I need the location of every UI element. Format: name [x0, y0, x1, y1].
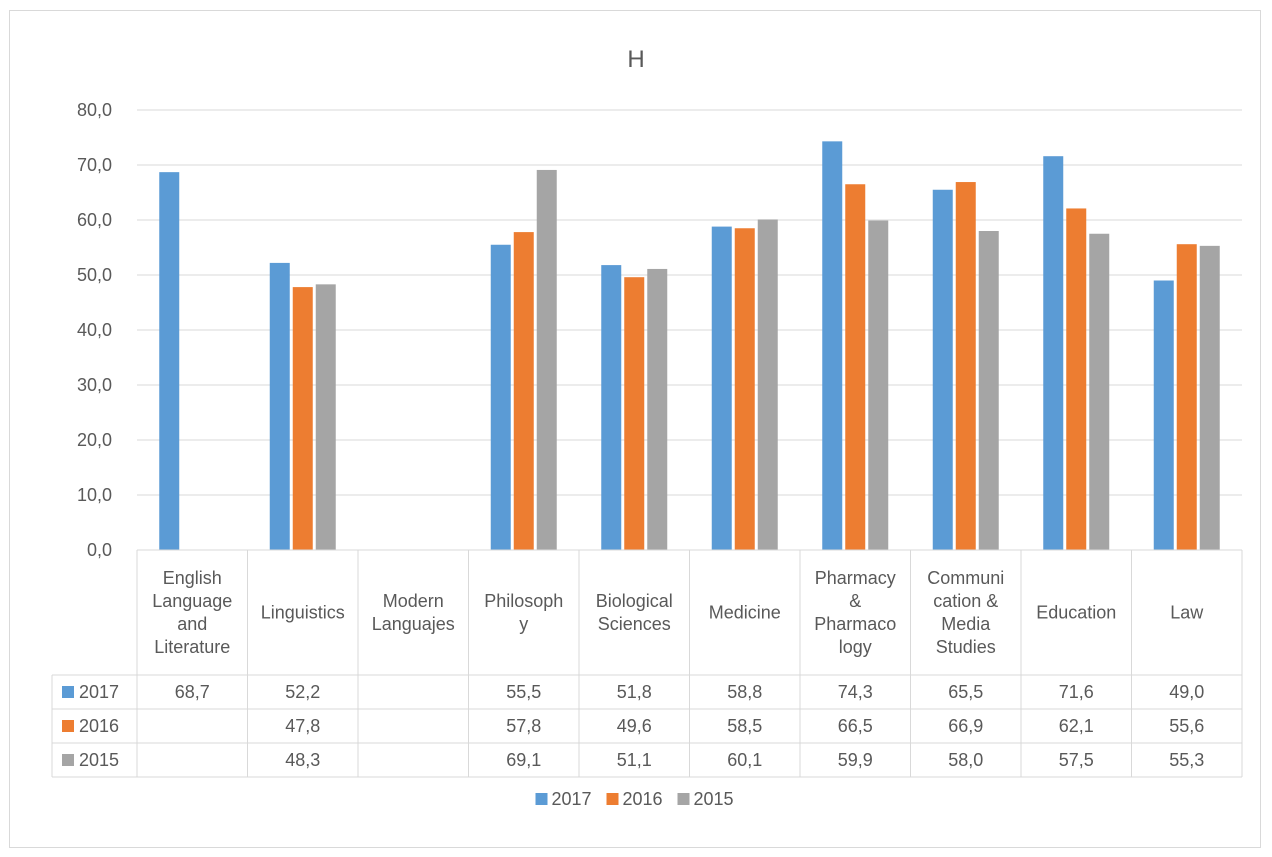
- bar-2017: [601, 265, 622, 550]
- chart-title: H: [627, 46, 644, 73]
- category-label: Biological Sciences: [596, 591, 673, 634]
- data-label: 48,3: [285, 750, 320, 770]
- bar-2017: [1043, 156, 1064, 550]
- data-label: 74,3: [838, 682, 873, 702]
- bars: [159, 141, 1220, 551]
- data-label: 55,6: [1169, 716, 1204, 736]
- bar-2017: [269, 262, 290, 550]
- y-axis: 0,0 10,0 20,0 30,0 40,0 50,0 60,0 70,0 80,0: [77, 100, 112, 560]
- category-label: Communi cation & Media Studies: [927, 568, 1004, 657]
- data-label: 55,5: [506, 682, 541, 702]
- legend-key: [677, 793, 690, 805]
- data-label: 57,8: [506, 716, 541, 736]
- bar-2016: [292, 287, 313, 550]
- data-label: 49,6: [617, 716, 652, 736]
- y-tick-label: 50,0: [77, 265, 112, 285]
- table-legend-key: [62, 720, 74, 732]
- bar-2016: [1176, 244, 1197, 550]
- bar-2017: [932, 189, 953, 550]
- data-label: 47,8: [285, 716, 320, 736]
- bar-2016: [845, 184, 866, 550]
- data-label: 51,1: [617, 750, 652, 770]
- bar-2015: [647, 268, 668, 550]
- category-label: Modern Languajes: [372, 591, 455, 634]
- data-label: 51,8: [617, 682, 652, 702]
- bar-2015: [978, 231, 999, 550]
- legend-key: [535, 793, 548, 805]
- chart-frame: [9, 10, 1261, 848]
- data-label: 68,7: [175, 682, 210, 702]
- legend-label: 2016: [623, 789, 663, 809]
- data-label: 58,8: [727, 682, 762, 702]
- data-label: 49,0: [1169, 682, 1204, 702]
- bar-2016: [624, 277, 645, 550]
- table-legend-key: [62, 686, 74, 698]
- data-label: 58,0: [948, 750, 983, 770]
- category-label: Linguistics: [261, 603, 345, 623]
- bar-2017: [711, 226, 732, 550]
- category-label: Pharmacy & Pharmaco logy: [814, 568, 896, 657]
- y-tick-label: 0,0: [87, 540, 112, 560]
- legend-key: [606, 793, 619, 805]
- legend-label: 2015: [694, 789, 734, 809]
- data-label: 69,1: [506, 750, 541, 770]
- data-label: 58,5: [727, 716, 762, 736]
- data-label: 60,1: [727, 750, 762, 770]
- category-label: Medicine: [709, 603, 781, 623]
- bar-2015: [1089, 233, 1110, 550]
- bar-2015: [315, 284, 336, 550]
- bar-2015: [868, 220, 889, 551]
- data-label: 66,9: [948, 716, 983, 736]
- legend: 2017 2016 2015: [535, 789, 734, 809]
- bar-2016: [955, 182, 976, 551]
- bar-2016: [734, 228, 755, 550]
- data-label: 66,5: [838, 716, 873, 736]
- data-label: 62,1: [1059, 716, 1094, 736]
- category-label: Education: [1036, 603, 1116, 623]
- bar-2017: [159, 172, 180, 550]
- y-tick-label: 70,0: [77, 155, 112, 175]
- table-legend-key: [62, 754, 74, 766]
- y-tick-label: 10,0: [77, 485, 112, 505]
- bar-2017: [822, 141, 843, 550]
- category-label: Philosoph y: [484, 591, 563, 634]
- category-label: English Language and Literature: [152, 568, 232, 657]
- y-tick-label: 40,0: [77, 320, 112, 340]
- bar-2015: [757, 219, 778, 550]
- bar-2016: [1066, 208, 1087, 550]
- y-tick-label: 30,0: [77, 375, 112, 395]
- y-tick-label: 80,0: [77, 100, 112, 120]
- category-label: Law: [1170, 603, 1204, 623]
- data-label: 52,2: [285, 682, 320, 702]
- data-label: 57,5: [1059, 750, 1094, 770]
- bar-2017: [1153, 280, 1174, 550]
- bar-2015: [1199, 245, 1220, 550]
- bar-2017: [490, 244, 511, 550]
- table-series-label: 2016: [79, 716, 119, 736]
- data-table: English Language and Literature Linguistics M…: [51, 549, 1243, 778]
- table-series-label: 2015: [79, 750, 119, 770]
- data-label: 71,6: [1059, 682, 1094, 702]
- data-label: 55,3: [1169, 750, 1204, 770]
- legend-label: 2017: [552, 789, 592, 809]
- table-series-label: 2017: [79, 682, 119, 702]
- y-tick-label: 60,0: [77, 210, 112, 230]
- bar-2015: [536, 169, 557, 550]
- y-tick-label: 20,0: [77, 430, 112, 450]
- bar-2016: [513, 232, 534, 550]
- data-label: 59,9: [838, 750, 873, 770]
- data-label: 65,5: [948, 682, 983, 702]
